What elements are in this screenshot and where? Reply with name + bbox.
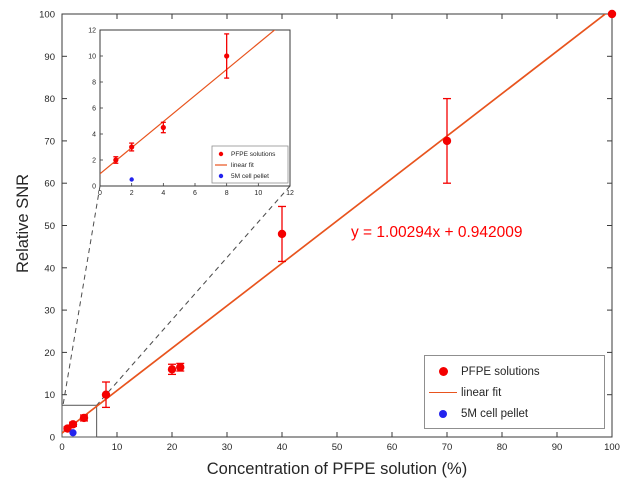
pfpe-point (277, 229, 287, 239)
pfpe-point (607, 9, 617, 19)
x-tick-label: 70 (442, 442, 453, 453)
inset-legend-label: 5M cell pellet (231, 173, 269, 180)
inset-legend-marker (218, 151, 224, 157)
legend-label-fit: linear fit (461, 386, 502, 399)
x-tick-label: 100 (604, 442, 620, 453)
inset-x-tick-label: 4 (161, 190, 165, 197)
legend-item-fit: linear fit (425, 382, 604, 403)
inset-x-tick-label: 6 (193, 190, 197, 197)
pfpe-point (167, 365, 177, 374)
fit-equation: y = 1.00294x + 0.942009 (351, 224, 523, 241)
x-tick-label: 40 (277, 442, 288, 453)
inset-pellet-point (129, 177, 134, 182)
inset-y-tick-label: 12 (88, 28, 96, 35)
y-tick-label: 80 (44, 94, 55, 105)
legend-label-pellet: 5M cell pellet (461, 407, 529, 420)
legend-marker-cell (425, 409, 461, 418)
pellet-point (69, 429, 77, 437)
x-tick-label: 50 (332, 442, 343, 453)
inset-y-tick-label: 0 (92, 184, 96, 191)
inset-x-tick-label: 8 (225, 190, 229, 197)
pfpe-point (68, 420, 78, 429)
x-axis-label: Concentration of PFPE solution (%) (206, 460, 468, 478)
y-tick-label: 0 (50, 433, 55, 444)
x-tick-label: 20 (167, 442, 178, 453)
inset-pfpe-point (160, 124, 166, 131)
inset-pfpe-point (129, 144, 135, 150)
y-tick-label: 90 (44, 52, 55, 63)
y-tick-label: 20 (44, 348, 55, 359)
inset-y-tick-label: 10 (88, 54, 96, 61)
y-tick-label: 30 (44, 306, 55, 317)
inset-legend-marker (218, 173, 224, 179)
zoom-region-box (61, 404, 98, 438)
inset-legend-label: PFPE solutions (231, 151, 276, 158)
zoom-connector-line (62, 185, 101, 406)
legend-item-pfpe: PFPE solutions (425, 361, 604, 382)
y-tick-label: 10 (44, 390, 55, 401)
x-tick-label: 80 (497, 442, 508, 453)
y-tick-label: 70 (44, 136, 55, 147)
main-legend: PFPE solutions linear fit 5M cell pellet (424, 355, 605, 429)
inset-y-tick-label: 2 (92, 158, 96, 165)
inset-x-tick-label: 0 (98, 190, 102, 197)
legend-marker-pfpe (438, 367, 448, 376)
x-tick-label: 60 (387, 442, 398, 453)
zoom-connector-line (96, 185, 291, 406)
inset-pfpe-point (224, 53, 230, 59)
legend-label-pfpe: PFPE solutions (461, 365, 540, 378)
inset-pfpe-point (113, 157, 119, 163)
legend-marker-cell (425, 392, 461, 393)
pfpe-point (79, 413, 89, 423)
inset-y-tick-label: 4 (92, 132, 96, 139)
y-tick-label: 50 (44, 221, 55, 232)
pfpe-point (176, 363, 185, 372)
inset-y-tick-label: 8 (92, 80, 96, 87)
legend-marker-pellet (439, 409, 447, 418)
x-tick-label: 90 (552, 442, 563, 453)
legend-marker-fit (429, 392, 457, 393)
pfpe-point (442, 136, 452, 146)
y-tick-label: 40 (44, 263, 55, 274)
y-axis-label: Relative SNR (14, 173, 32, 273)
fit-line (62, 14, 607, 434)
y-tick-label: 100 (39, 10, 55, 21)
inset-x-tick-label: 12 (286, 190, 294, 197)
x-tick-label: 0 (59, 442, 64, 453)
x-tick-label: 10 (112, 442, 123, 453)
pfpe-point (101, 390, 111, 399)
legend-item-pellet: 5M cell pellet (425, 403, 604, 424)
legend-marker-cell (425, 367, 461, 376)
inset-x-tick-label: 2 (130, 190, 134, 197)
inset-y-tick-label: 6 (92, 106, 96, 113)
y-tick-label: 60 (44, 179, 55, 190)
inset-x-tick-label: 10 (254, 190, 262, 197)
x-tick-label: 30 (222, 442, 233, 453)
inset-legend-label: linear fit (231, 162, 254, 169)
